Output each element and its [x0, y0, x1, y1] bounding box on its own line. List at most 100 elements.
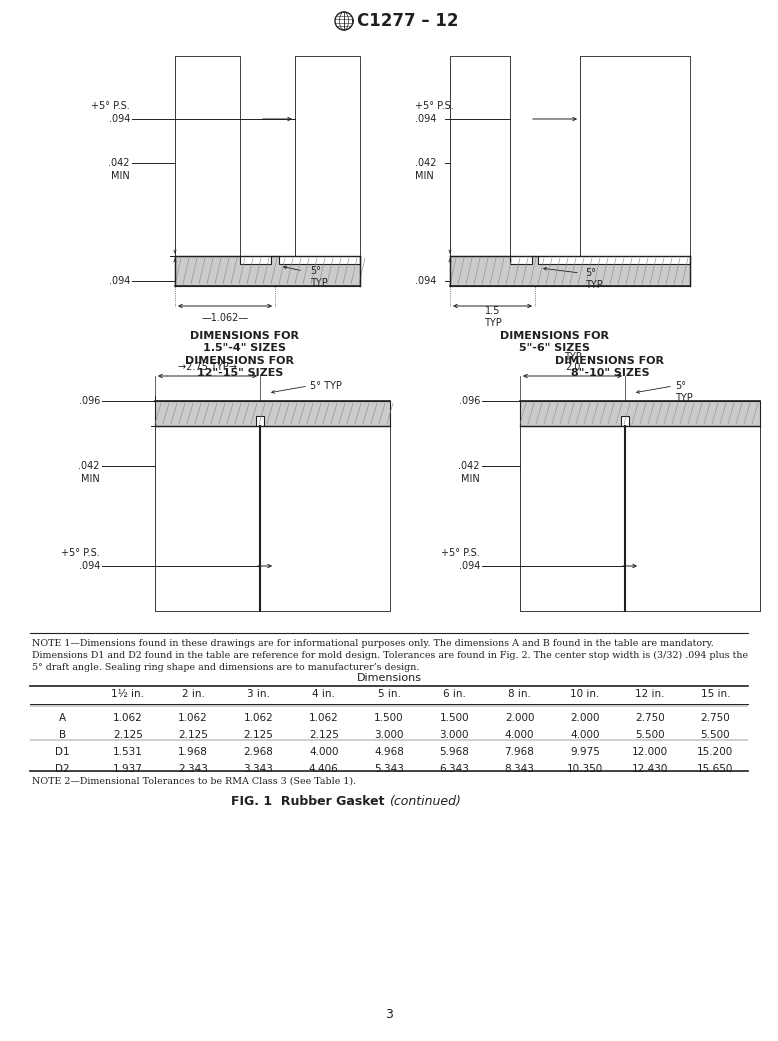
Text: DIMENSIONS FOR
8"-10" SIZES: DIMENSIONS FOR 8"-10" SIZES — [555, 356, 664, 378]
Text: 2.125: 2.125 — [244, 730, 273, 740]
Text: 5.500: 5.500 — [700, 730, 731, 740]
Text: 4.000: 4.000 — [570, 730, 600, 740]
Text: MIN: MIN — [81, 474, 100, 484]
Bar — [175, 56, 240, 256]
Text: DIMENSIONS FOR
5"-6" SIZES: DIMENSIONS FOR 5"-6" SIZES — [500, 331, 609, 353]
Text: 1.062: 1.062 — [178, 713, 208, 722]
Text: 5.968: 5.968 — [440, 746, 469, 757]
Text: .094: .094 — [458, 561, 480, 572]
Text: 2.750: 2.750 — [700, 713, 731, 722]
Text: .094: .094 — [109, 276, 130, 286]
Text: +5° P.S.: +5° P.S. — [91, 101, 130, 111]
Text: 2.343: 2.343 — [178, 764, 209, 773]
Text: 12.430: 12.430 — [632, 764, 668, 773]
Text: 1.5: 1.5 — [485, 306, 500, 316]
Text: 3: 3 — [385, 1008, 393, 1021]
Text: 1.968: 1.968 — [178, 746, 209, 757]
Text: 7.968: 7.968 — [505, 746, 534, 757]
Text: 2 in.: 2 in. — [182, 689, 205, 699]
Text: 3.343: 3.343 — [244, 764, 273, 773]
Text: 4.406: 4.406 — [309, 764, 338, 773]
Polygon shape — [175, 256, 360, 286]
Text: C1277 – 12: C1277 – 12 — [357, 12, 458, 30]
Text: 1.062: 1.062 — [244, 713, 273, 722]
Text: +5° P.S.: +5° P.S. — [415, 101, 454, 111]
Text: .096: .096 — [458, 396, 480, 406]
Text: .042: .042 — [458, 461, 480, 471]
Text: 15 in.: 15 in. — [701, 689, 730, 699]
Text: 2.000: 2.000 — [505, 713, 534, 722]
Text: TYP: TYP — [585, 280, 603, 290]
Text: 5 in.: 5 in. — [377, 689, 401, 699]
Polygon shape — [450, 256, 690, 286]
Text: TYP: TYP — [484, 318, 501, 328]
Text: NOTE 2—Dimensional Tolerances to be RMA Class 3 (See Table 1).: NOTE 2—Dimensional Tolerances to be RMA … — [32, 777, 356, 786]
Text: .096: .096 — [79, 396, 100, 406]
Text: +5° P.S.: +5° P.S. — [441, 548, 480, 558]
Text: 5° TYP: 5° TYP — [310, 381, 342, 391]
Text: 5.343: 5.343 — [374, 764, 404, 773]
Text: 2.125: 2.125 — [113, 730, 143, 740]
Text: 2.750: 2.750 — [635, 713, 665, 722]
Text: 12 in.: 12 in. — [636, 689, 665, 699]
Text: A: A — [59, 713, 66, 722]
Text: 1.062: 1.062 — [113, 713, 143, 722]
Text: 4.968: 4.968 — [374, 746, 404, 757]
Text: 3.000: 3.000 — [440, 730, 469, 740]
Bar — [155, 426, 390, 611]
Text: TYP: TYP — [310, 278, 328, 288]
Text: +5° P.S.: +5° P.S. — [61, 548, 100, 558]
Text: .094: .094 — [415, 276, 436, 286]
Text: (continued): (continued) — [389, 795, 461, 808]
Text: 4.000: 4.000 — [505, 730, 534, 740]
Text: 2.125: 2.125 — [178, 730, 209, 740]
Text: 3.000: 3.000 — [374, 730, 404, 740]
Text: 2.0: 2.0 — [565, 362, 580, 372]
Text: 3 in.: 3 in. — [247, 689, 270, 699]
Text: 6.343: 6.343 — [440, 764, 469, 773]
Text: 4.000: 4.000 — [309, 746, 338, 757]
Text: TYP: TYP — [675, 393, 692, 403]
Text: 4 in.: 4 in. — [312, 689, 335, 699]
Text: 2.000: 2.000 — [570, 713, 600, 722]
Polygon shape — [520, 401, 760, 426]
Polygon shape — [155, 401, 390, 426]
Text: FIG. 1  Rubber Gasket: FIG. 1 Rubber Gasket — [231, 795, 389, 808]
Text: .094: .094 — [79, 561, 100, 572]
Text: .042: .042 — [108, 158, 130, 168]
Text: 15.200: 15.200 — [697, 746, 734, 757]
Text: .042: .042 — [79, 461, 100, 471]
Bar — [580, 56, 690, 256]
Text: MIN: MIN — [461, 474, 480, 484]
Text: .094: .094 — [109, 115, 130, 124]
Text: 6 in.: 6 in. — [443, 689, 466, 699]
Text: MIN: MIN — [415, 171, 434, 181]
Text: D2: D2 — [55, 764, 70, 773]
Text: 1.937: 1.937 — [113, 764, 143, 773]
Text: NOTE 1—Dimensions found in these drawings are for informational purposes only. T: NOTE 1—Dimensions found in these drawing… — [32, 639, 748, 671]
Text: B: B — [59, 730, 66, 740]
Text: 8 in.: 8 in. — [508, 689, 531, 699]
Bar — [520, 426, 760, 611]
Text: 1½ in.: 1½ in. — [111, 689, 145, 699]
Text: 5°: 5° — [310, 266, 321, 276]
Text: 2.125: 2.125 — [309, 730, 338, 740]
Text: Dimensions: Dimensions — [356, 672, 422, 683]
Text: 10 in.: 10 in. — [570, 689, 600, 699]
Text: 5.500: 5.500 — [636, 730, 665, 740]
Text: 10.350: 10.350 — [566, 764, 603, 773]
Text: 8.343: 8.343 — [505, 764, 534, 773]
Text: 2.968: 2.968 — [244, 746, 273, 757]
Text: TYP: TYP — [563, 352, 581, 362]
Text: 1.500: 1.500 — [440, 713, 469, 722]
Text: 9.975: 9.975 — [569, 746, 600, 757]
Text: 5°: 5° — [675, 381, 686, 391]
Text: —1.062—: —1.062— — [202, 313, 248, 323]
Text: .094: .094 — [415, 115, 436, 124]
Text: 1.062: 1.062 — [309, 713, 338, 722]
Text: DIMENSIONS FOR
12"-15" SIZES: DIMENSIONS FOR 12"-15" SIZES — [185, 356, 295, 378]
Text: D1: D1 — [55, 746, 70, 757]
Bar — [450, 56, 510, 256]
Text: DIMENSIONS FOR
1.5"-4" SIZES: DIMENSIONS FOR 1.5"-4" SIZES — [191, 331, 300, 353]
Text: →2.75 TYP→: →2.75 TYP→ — [178, 362, 237, 372]
